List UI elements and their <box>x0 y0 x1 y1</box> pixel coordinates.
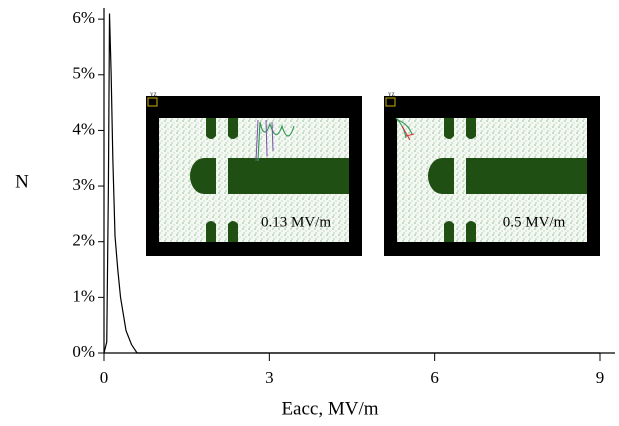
inset: YZ 0.5 MV/m <box>384 93 600 256</box>
electrode <box>190 158 216 194</box>
y-tick-label: 2% <box>72 231 95 250</box>
y-tick-label: 3% <box>72 175 95 194</box>
inset: YZ 0.13 MV/m <box>146 93 362 256</box>
x-axis-title: Eacc, MV/m <box>281 398 378 419</box>
iris <box>206 221 216 242</box>
y-tick-label: 6% <box>72 8 95 27</box>
iris <box>466 221 476 242</box>
x-tick-label: 3 <box>265 368 274 387</box>
iris <box>228 221 238 242</box>
beam-pipe <box>228 158 349 194</box>
y-tick-label: 0% <box>72 342 95 361</box>
iris <box>444 118 454 139</box>
iris <box>206 118 216 139</box>
inset-label: 0.13 MV/m <box>261 214 331 230</box>
iris <box>466 118 476 139</box>
corner-label: YZ <box>388 93 395 98</box>
data-line <box>103 13 600 354</box>
y-axis-title: N <box>15 171 29 192</box>
corner-box <box>385 97 396 107</box>
trajectory <box>255 119 274 162</box>
beam-pipe <box>466 158 587 194</box>
y-tick-label: 1% <box>72 286 95 305</box>
trajectory <box>401 125 415 141</box>
corner-box <box>147 97 158 107</box>
x-tick-label: 6 <box>430 368 439 387</box>
inset-label: 0.5 MV/m <box>503 214 566 230</box>
trajectory <box>257 121 295 162</box>
x-tick-label: 9 <box>596 368 605 387</box>
y-tick-label: 5% <box>72 64 95 83</box>
iris <box>444 221 454 242</box>
x-tick-label: 0 <box>100 368 109 387</box>
electrode <box>428 158 454 194</box>
iris <box>228 118 238 139</box>
corner-label: YZ <box>150 93 157 98</box>
y-tick-label: 4% <box>72 119 95 138</box>
